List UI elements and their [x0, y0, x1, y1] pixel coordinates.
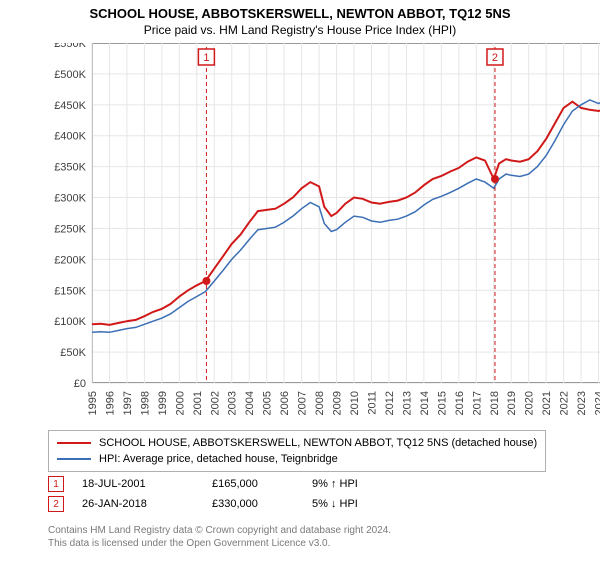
sale-row: 1 18-JUL-2001£165,0009% ↑ HPI: [48, 474, 402, 494]
svg-text:2007: 2007: [297, 391, 309, 415]
svg-text:1997: 1997: [122, 391, 134, 415]
sale-date: 18-JUL-2001: [82, 478, 212, 490]
sales-table: 1 18-JUL-2001£165,0009% ↑ HPI 2 26-JAN-2018…: [48, 474, 402, 514]
attribution: Contains HM Land Registry data © Crown c…: [48, 524, 391, 550]
svg-text:2011: 2011: [366, 391, 378, 415]
svg-text:2014: 2014: [419, 391, 431, 415]
legend-item: SCHOOL HOUSE, ABBOTSKERSWELL, NEWTON ABB…: [57, 435, 537, 451]
svg-text:£0: £0: [74, 378, 86, 390]
sale-price: £330,000: [212, 498, 312, 510]
svg-text:1995: 1995: [87, 391, 99, 415]
svg-text:2010: 2010: [349, 391, 361, 415]
svg-text:2002: 2002: [209, 391, 221, 415]
svg-text:2004: 2004: [244, 391, 256, 415]
svg-text:1996: 1996: [104, 391, 116, 415]
sale-hpi-delta: 9% ↑ HPI: [312, 478, 402, 490]
svg-text:1999: 1999: [157, 391, 169, 415]
svg-text:2008: 2008: [314, 391, 326, 415]
chart-subtitle: Price paid vs. HM Land Registry's House …: [0, 23, 600, 37]
svg-text:2024: 2024: [594, 391, 600, 415]
attribution-line1: Contains HM Land Registry data © Crown c…: [48, 524, 391, 537]
svg-text:2021: 2021: [541, 391, 553, 415]
legend-label: SCHOOL HOUSE, ABBOTSKERSWELL, NEWTON ABB…: [99, 437, 537, 449]
svg-text:2009: 2009: [332, 391, 344, 415]
sale-row: 2 26-JAN-2018£330,0005% ↓ HPI: [48, 494, 402, 514]
svg-text:2001: 2001: [192, 391, 204, 415]
svg-text:£500K: £500K: [54, 69, 86, 81]
legend-item: HPI: Average price, detached house, Teig…: [57, 451, 537, 467]
svg-text:2013: 2013: [401, 391, 413, 415]
chart-svg: £0 £50K £100K £150K £200K £250K £300K £350K £400…: [48, 43, 600, 425]
svg-text:2018: 2018: [489, 391, 501, 415]
svg-text:2003: 2003: [227, 391, 239, 415]
legend-swatch: [57, 458, 91, 460]
svg-text:2: 2: [492, 52, 498, 64]
svg-text:2023: 2023: [576, 391, 588, 415]
svg-text:£150K: £150K: [54, 285, 86, 297]
svg-text:2016: 2016: [454, 391, 466, 415]
sale-price: £165,000: [212, 478, 312, 490]
svg-text:2000: 2000: [174, 391, 186, 415]
svg-text:£300K: £300K: [54, 193, 86, 205]
sale-hpi-delta: 5% ↓ HPI: [312, 498, 402, 510]
svg-text:2012: 2012: [384, 391, 396, 415]
svg-text:2005: 2005: [262, 391, 274, 415]
svg-text:£200K: £200K: [54, 254, 86, 266]
attribution-line2: This data is licensed under the Open Gov…: [48, 537, 391, 550]
svg-text:£450K: £450K: [54, 100, 86, 112]
svg-text:£350K: £350K: [54, 162, 86, 174]
svg-text:2022: 2022: [559, 391, 571, 415]
legend-label: HPI: Average price, detached house, Teig…: [99, 453, 338, 465]
svg-text:£550K: £550K: [54, 43, 86, 50]
svg-text:£50K: £50K: [60, 347, 86, 359]
svg-text:2020: 2020: [524, 391, 536, 415]
svg-text:2017: 2017: [471, 391, 483, 415]
svg-text:1998: 1998: [139, 391, 151, 415]
svg-text:2015: 2015: [436, 391, 448, 415]
plot-area: £0 £50K £100K £150K £200K £250K £300K £350K £400…: [48, 43, 586, 425]
svg-text:£400K: £400K: [54, 131, 86, 143]
sale-badge: 1: [48, 476, 64, 492]
legend: SCHOOL HOUSE, ABBOTSKERSWELL, NEWTON ABB…: [48, 430, 546, 472]
sale-date: 26-JAN-2018: [82, 498, 212, 510]
svg-text:1: 1: [203, 52, 209, 64]
sale-badge: 2: [48, 496, 64, 512]
svg-text:£100K: £100K: [54, 316, 86, 328]
chart-title: SCHOOL HOUSE, ABBOTSKERSWELL, NEWTON ABB…: [0, 6, 600, 21]
svg-text:2006: 2006: [279, 391, 291, 415]
svg-text:2019: 2019: [506, 391, 518, 415]
legend-swatch: [57, 442, 91, 444]
svg-text:£250K: £250K: [54, 223, 86, 235]
